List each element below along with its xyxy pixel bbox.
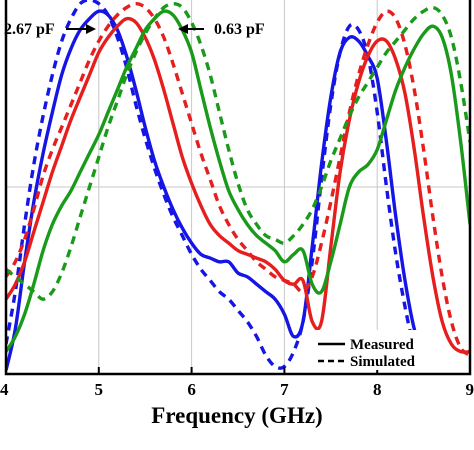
legend-background bbox=[312, 330, 432, 370]
annotation-left-label: 2.67 pF bbox=[4, 21, 55, 38]
legend-label-measured: Measured bbox=[350, 337, 415, 353]
series-line-red-solid bbox=[6, 16, 470, 354]
annotation-right-label: 0.63 pF bbox=[214, 21, 265, 38]
x-axis-title: Frequency (GHz) bbox=[151, 403, 322, 428]
legend-label-simulated: Simulated bbox=[350, 354, 416, 370]
plot-frame bbox=[4, 0, 472, 376]
series-line-blue-solid bbox=[6, 9, 426, 371]
x-tick-label: 7 bbox=[280, 380, 289, 399]
x-tick-label: 6 bbox=[187, 380, 196, 399]
annotation-left: 2.67 pF bbox=[4, 21, 96, 38]
x-tick-label: 4 bbox=[0, 380, 9, 399]
x-axis-ticks: 4 5 6 7 8 9 bbox=[0, 367, 474, 399]
annotation-right-arrowhead bbox=[178, 24, 188, 34]
legend: Measured Simulated bbox=[312, 330, 432, 370]
series-line-blue-dashed bbox=[6, 0, 416, 370]
x-tick-label: 5 bbox=[95, 380, 104, 399]
series-line-green-solid bbox=[6, 9, 470, 353]
x-tick-label: 8 bbox=[373, 380, 382, 399]
annotation-left-arrowhead bbox=[86, 24, 96, 34]
series-layer bbox=[6, 0, 470, 371]
annotation-right: 0.63 pF bbox=[178, 21, 265, 38]
series-line-red-dashed bbox=[6, 2, 470, 357]
x-tick-label: 9 bbox=[466, 380, 474, 399]
